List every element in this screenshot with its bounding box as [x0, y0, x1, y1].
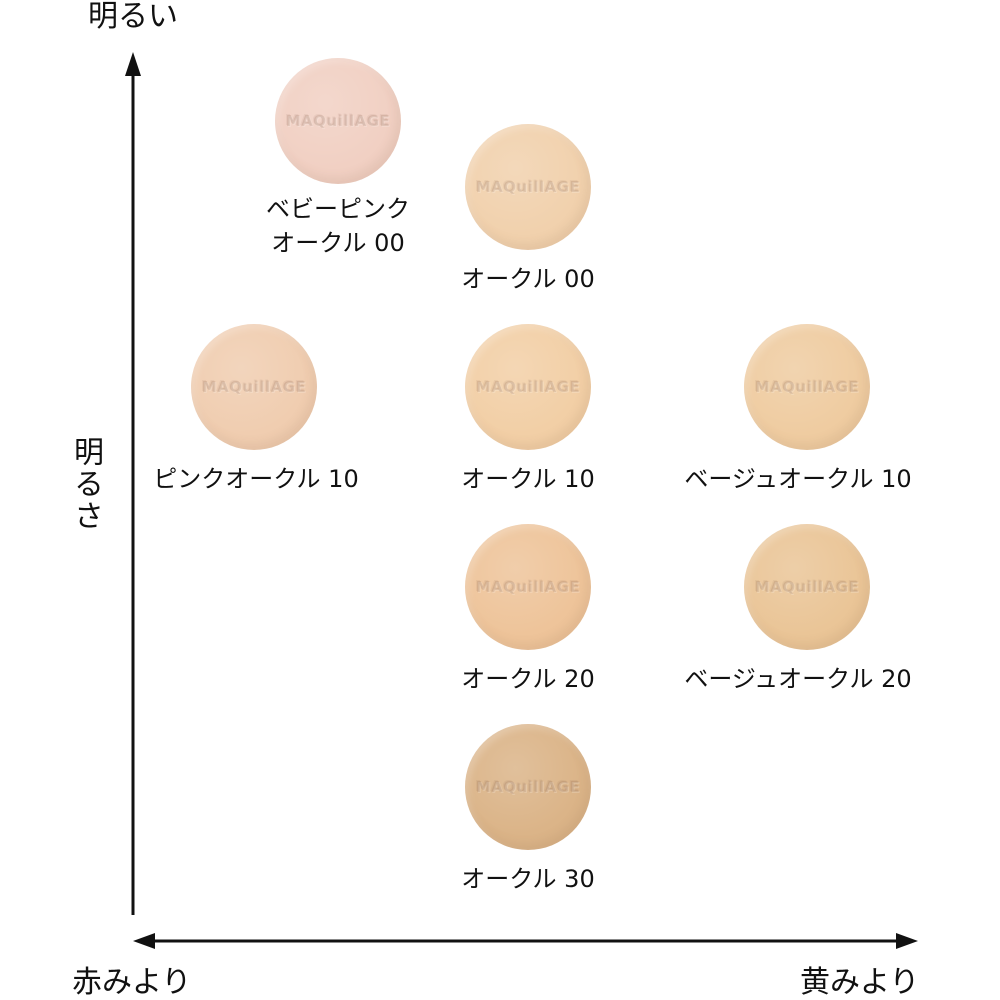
axis-label-reddish: 赤みより: [72, 965, 192, 1000]
swatch-beige-ochre-20: MAQuillAGE: [744, 524, 870, 650]
swatch-ochre-20: MAQuillAGE: [465, 524, 591, 650]
swatch-ochre-10: MAQuillAGE: [465, 324, 591, 450]
swatch-logo: MAQuillAGE: [475, 578, 581, 596]
swatch-baby-pink-ochre-00: MAQuillAGE: [275, 58, 401, 184]
swatch-logo: MAQuillAGE: [475, 778, 581, 796]
swatch-logo: MAQuillAGE: [475, 178, 581, 196]
swatch-label-ochre-10: オークル 10: [461, 465, 595, 493]
horizontal-axis-right-arrowhead: [896, 933, 918, 949]
swatch-logo: MAQuillAGE: [754, 578, 860, 596]
swatch-label-ochre-30: オークル 30: [461, 865, 595, 893]
swatch-logo: MAQuillAGE: [475, 378, 581, 396]
axis-label-brightness: 明るさ: [68, 436, 103, 532]
vertical-axis-arrowhead: [125, 52, 141, 76]
horizontal-axis-left-arrowhead: [133, 933, 155, 949]
swatch-beige-ochre-10: MAQuillAGE: [744, 324, 870, 450]
swatch-label-beige-ochre-20: ベージュオークル 20: [684, 665, 912, 693]
axis-label-yellowish: 黄みより: [800, 965, 920, 1000]
swatch-logo: MAQuillAGE: [285, 112, 391, 130]
axis-label-bright: 明るい: [88, 0, 178, 34]
swatch-label-baby-pink-ochre-00: ベビーピンク オークル 00: [266, 195, 410, 257]
swatch-label-ochre-00: オークル 00: [461, 265, 595, 293]
swatch-ochre-00: MAQuillAGE: [465, 124, 591, 250]
swatch-logo: MAQuillAGE: [201, 378, 307, 396]
swatch-pink-ochre-10: MAQuillAGE: [191, 324, 317, 450]
swatch-logo: MAQuillAGE: [754, 378, 860, 396]
swatch-ochre-30: MAQuillAGE: [465, 724, 591, 850]
swatch-label-beige-ochre-10: ベージュオークル 10: [684, 465, 912, 493]
swatch-label-pink-ochre-10: ピンクオークル 10: [153, 465, 359, 493]
swatch-label-ochre-20: オークル 20: [461, 665, 595, 693]
